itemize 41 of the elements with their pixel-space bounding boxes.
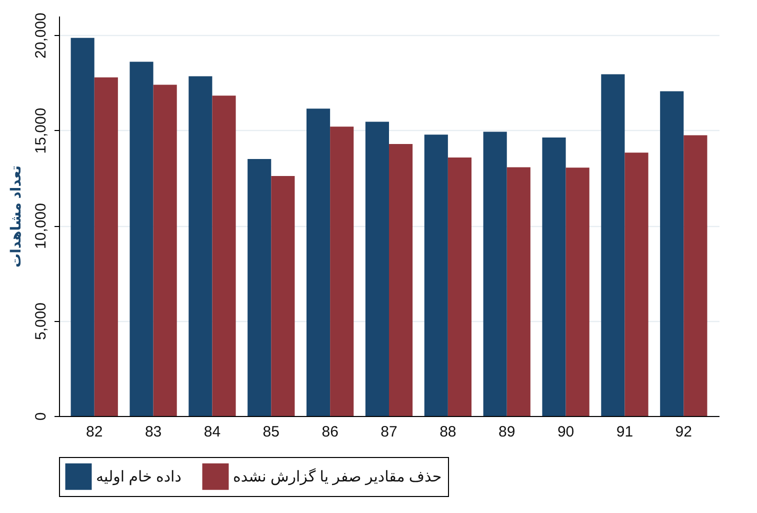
bar <box>601 74 625 416</box>
x-tick-label: 82 <box>86 424 103 440</box>
x-tick-label: 89 <box>498 424 516 440</box>
bar <box>566 168 590 416</box>
bar <box>684 135 708 416</box>
legend-label: داده خام اولیه <box>96 468 182 486</box>
bar <box>424 134 448 416</box>
y-axis-title: تعداد مشاهدات <box>8 166 24 268</box>
x-tick-label: 90 <box>557 424 574 440</box>
x-tick-label: 83 <box>144 424 162 440</box>
x-tick-label: 92 <box>675 424 692 440</box>
bar <box>94 77 118 416</box>
legend-label: حذف مقادیر صفر یا گزارش نشده <box>233 468 442 486</box>
bar <box>624 152 648 416</box>
x-tick-label: 87 <box>380 424 398 440</box>
bar <box>330 126 354 416</box>
y-tick-label: 5,000 <box>32 302 50 340</box>
bar <box>271 176 295 416</box>
y-tick-label: 20,000 <box>32 12 50 58</box>
y-tick-label: 10,000 <box>32 203 50 249</box>
bar <box>306 108 330 416</box>
bar <box>660 91 684 416</box>
bar <box>248 159 272 416</box>
bar <box>506 167 530 416</box>
x-tick-label: 88 <box>440 424 456 440</box>
bar <box>542 138 566 416</box>
y-tick-label: 0 <box>32 412 50 421</box>
bar <box>448 158 472 416</box>
x-tick-label: 91 <box>616 424 634 440</box>
bar <box>389 144 413 416</box>
bar <box>212 96 236 416</box>
bar <box>70 38 94 416</box>
x-tick-label: 84 <box>204 424 221 440</box>
bar <box>365 122 389 416</box>
bar <box>130 62 154 416</box>
x-tick-label: 86 <box>322 424 338 440</box>
bar <box>153 84 177 416</box>
x-tick-label: 85 <box>262 424 280 440</box>
bar <box>188 76 212 416</box>
y-tick-label: 15,000 <box>32 108 50 154</box>
bar <box>483 132 507 416</box>
